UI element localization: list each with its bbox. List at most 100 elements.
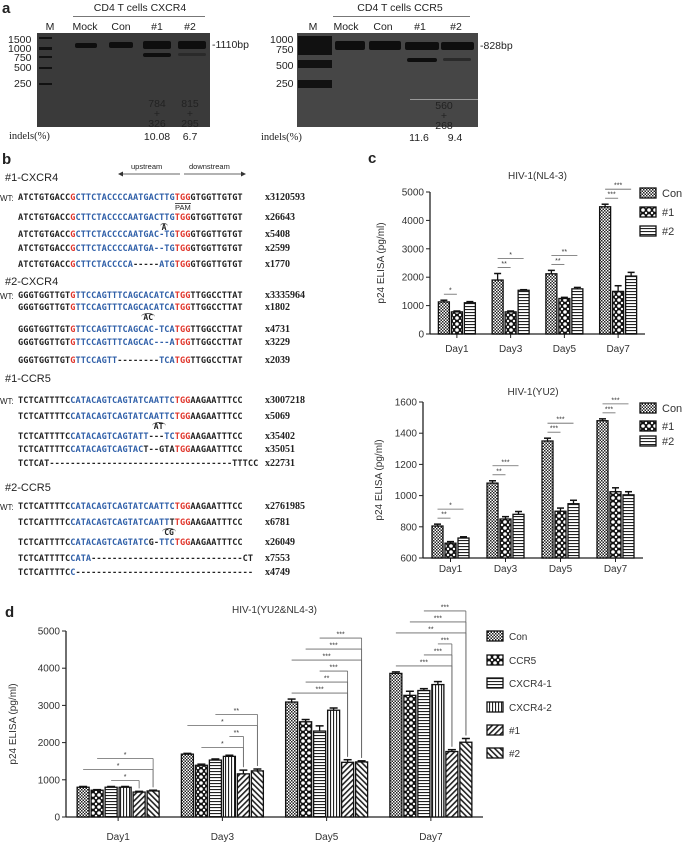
significance-label: **: [234, 730, 240, 737]
x-tick-label: Day1: [445, 344, 469, 355]
panel-label-c: c: [368, 150, 377, 167]
bar-2: [571, 288, 584, 335]
significance-label: *: [221, 741, 224, 748]
sequence-segment: AAGAATTTCC: [190, 537, 243, 548]
sequence-segment: TTCCAGTT: [75, 355, 118, 366]
significance-label: *: [221, 719, 224, 726]
legend-label: #2: [662, 436, 674, 448]
gel1-fragment-sizes: 784 + 326: [148, 99, 166, 130]
bar-con: [545, 273, 558, 335]
sequence-segment: G: [70, 290, 76, 301]
bar-con: [491, 279, 504, 335]
sequence-segment: CATACAGTCAGTATCAATTC: [70, 411, 175, 422]
gel2-fragment-bracket: [410, 99, 478, 100]
legend-label: #1: [662, 421, 674, 433]
y-tick-label: 3000: [402, 244, 425, 255]
panel-label-b: b: [2, 151, 12, 168]
gel2-marker-size: 500: [276, 60, 294, 72]
chart-yu2-nl43: HIV-1(YU2&NL4-3) p24 ELISA (pg/ml) 0 1000 20…: [8, 604, 552, 843]
bar-2: [567, 503, 580, 559]
sequence-segment: AAGAATTTCC: [190, 517, 243, 528]
significance-label: ***: [614, 183, 622, 190]
significance-label: **: [562, 249, 568, 256]
bar-con: [541, 440, 554, 559]
gel2-indels-value: 9.4: [447, 132, 463, 144]
bar-con: [76, 786, 90, 818]
x-tick-label: Day7: [419, 832, 443, 843]
sequence-segment: --------: [117, 355, 160, 366]
chart-title: HIV-1(YU2): [507, 387, 558, 398]
read-count: x35051: [265, 444, 295, 455]
sequence-segment: TGG: [174, 444, 191, 455]
gel1-indels-value: 6.7: [182, 131, 198, 143]
bar-ccr5: [194, 764, 209, 818]
read-count: x3007218: [265, 395, 305, 406]
sequence-row: TCTCATTTTCCATA--------------------------…: [18, 553, 254, 564]
gel2-lane-label: Con: [373, 21, 393, 33]
gel1-fragment-sizes: 815 + 295: [181, 98, 199, 130]
legend-swatch: [639, 187, 657, 199]
x-tick-label: Day3: [211, 832, 235, 843]
read-count: x22731: [265, 458, 295, 469]
gel2-lane-label: Mock: [333, 21, 359, 33]
sequence-segment: -----------------------------CT: [91, 553, 254, 564]
legend-swatch: [639, 206, 657, 218]
sequence-segment: TCTCATTTTC: [18, 444, 71, 455]
gel1-title: CD4 T cells CXCR4: [93, 2, 187, 14]
bar-con: [389, 672, 403, 818]
sequence-group-title: #1-CXCR4: [5, 172, 59, 184]
bar-cxcr41: [417, 689, 431, 818]
sequence-row: GGGTGGTTGTGTTCCAGTTTCAGCAC---ATGGTTGGCCT…: [18, 337, 243, 348]
sequence-row: ATCTGTGACCGCTTCTACCCCAATGACTTGTGGGTGGTTG…: [18, 212, 243, 223]
bar-1: [611, 290, 625, 335]
y-tick-label: 1000: [38, 775, 61, 786]
sequence-segment: CTTCTACCCCAATGACTTG: [75, 212, 175, 223]
legend-swatch: [639, 420, 657, 432]
legend-label: #1: [662, 207, 674, 219]
sequence-row: TCTCATTTTCCATACAGTCAGTATCAATTCTGGAAGAATT…: [18, 396, 243, 406]
fragment-size: 295: [181, 118, 199, 130]
sequence-segment: TCTCATTTTC: [18, 501, 71, 512]
y-axis-label: p24 ELISA (pg/ml): [8, 683, 19, 764]
bar-cxcr41: [312, 730, 327, 818]
sequence-segment: CATACAGTCAGTATC: [70, 537, 149, 548]
read-count: x35402: [265, 431, 295, 442]
significance-label: ***: [337, 632, 345, 639]
sequence-segment: GTGGTTGTGT: [190, 243, 243, 254]
sequence-segment: GTGGTTGTGT: [190, 259, 243, 270]
sequence-segment: TGG: [174, 229, 191, 240]
gel1-cleaved-band: [143, 53, 171, 57]
gel1-indels-label: indels(%): [9, 131, 50, 142]
fragment-plus: +: [153, 108, 161, 120]
sequence-segment: CATACAGTCAGTATCAATT: [70, 517, 170, 528]
gel1-indels-value: 10.08: [143, 131, 171, 143]
sequence-segment: GGGTGGTTGT: [18, 290, 71, 301]
y-axis-label: p24 ELISA (pg/ml): [376, 222, 387, 303]
sequence-segment: GGGTGGTTGT: [18, 337, 71, 348]
x-tick-label: Day1: [439, 564, 463, 575]
fragment-size: 326: [148, 118, 166, 130]
fragment-size: 815: [181, 98, 199, 110]
fragment-size: 268: [435, 120, 453, 132]
sequence-segment: GGGTGGTTGT: [18, 302, 71, 313]
y-tick-label: 2000: [402, 273, 425, 284]
sequence-segment: TGG: [174, 290, 191, 301]
legend-swatch: [486, 630, 504, 642]
sequence-segment: TTCCAGTTTCAGCACATCA: [75, 290, 175, 301]
sequence-segment: TTCCAGTTTCAGCAC---A: [75, 337, 175, 348]
sequence-segment: ATCTGTGACC: [18, 229, 71, 240]
gel2-indels-value: 11.6: [409, 132, 429, 144]
gel2-marker-size: 1000: [270, 34, 294, 46]
gel1-marker-band: [39, 47, 52, 50]
sequence-segment: TTCCAGTTTCAGCAC-TCA: [75, 324, 175, 335]
gel2-cleaved-band: [443, 58, 471, 61]
gel1-lane-label: Mock: [72, 21, 98, 33]
bar-cxcr42: [118, 786, 132, 818]
sequence-row: GGGTGGTTGTGTTCCAGTTTCAGCACATCATGGTTGGCCT…: [18, 290, 243, 301]
sequence-row: TCTCATTTTCC-----------------------------…: [18, 568, 253, 578]
y-tick-label: 600: [400, 554, 417, 565]
wt-prefix: WT:: [0, 502, 14, 512]
sequence-segment: TGG: [174, 501, 191, 512]
wt-prefix: WT:: [0, 193, 14, 203]
sequence-segment: TTC: [159, 537, 175, 548]
